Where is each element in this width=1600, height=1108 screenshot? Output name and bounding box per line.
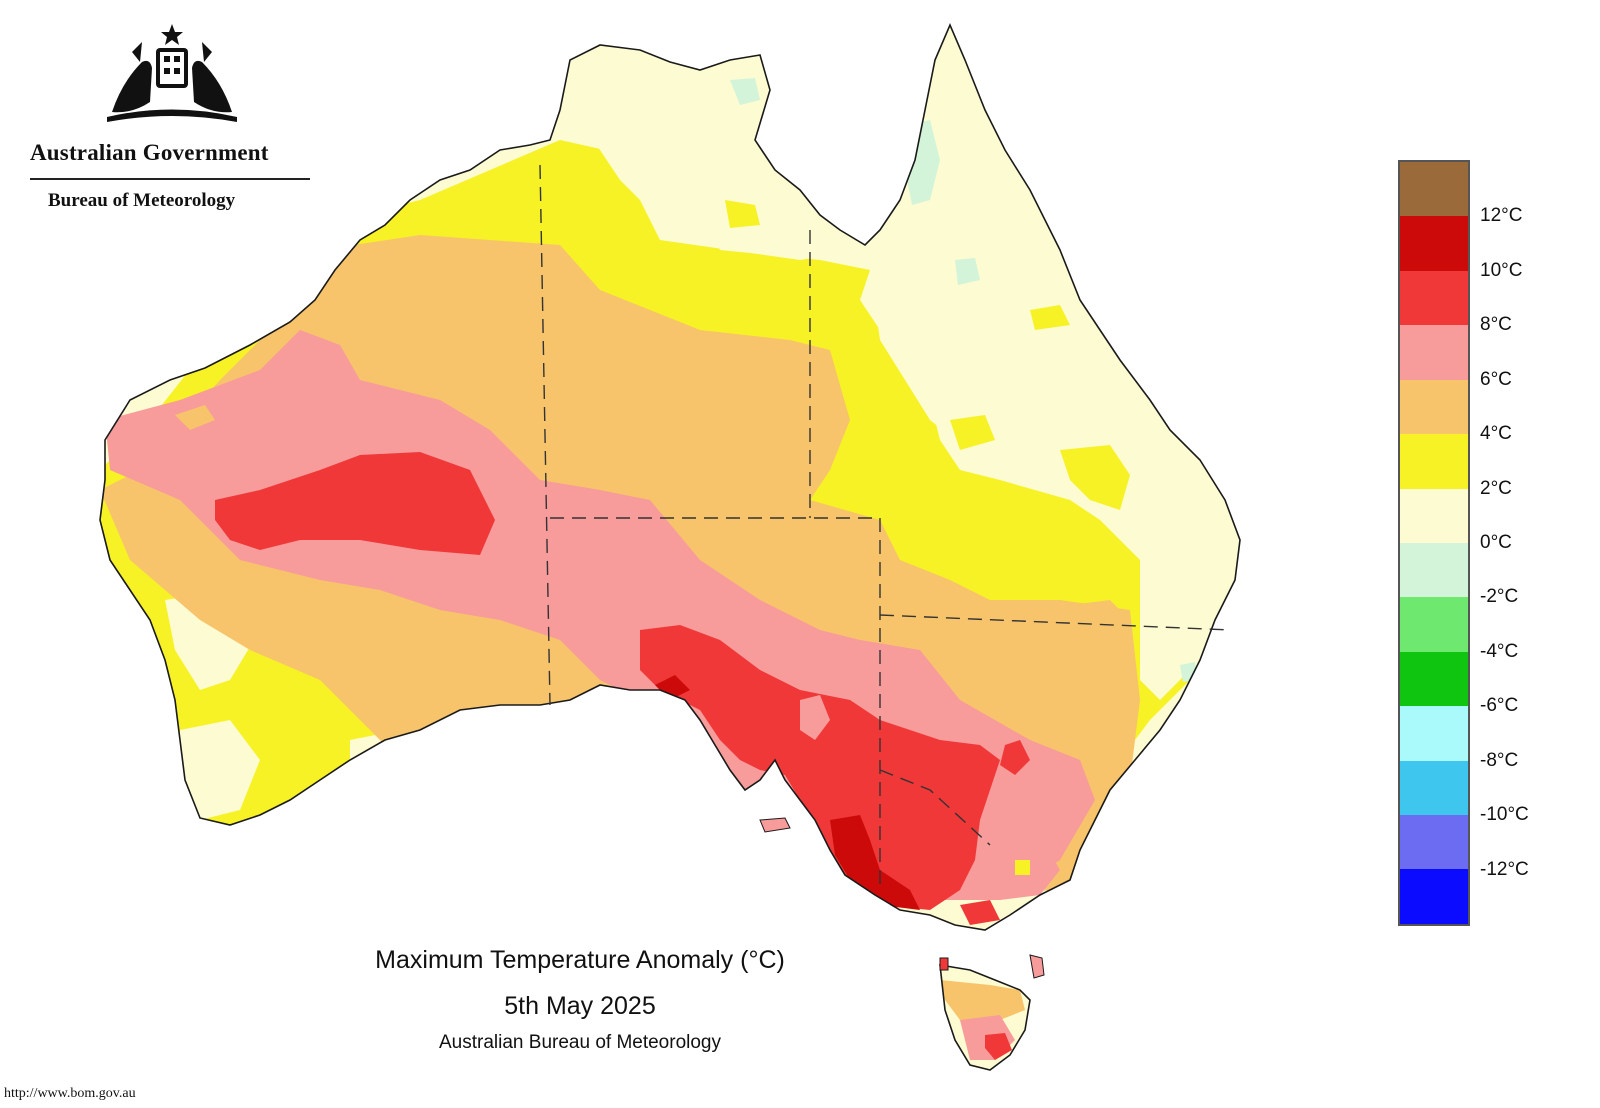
legend-swatch	[1400, 379, 1468, 435]
legend-swatch	[1400, 162, 1468, 217]
legend-swatch	[1400, 488, 1468, 543]
legend-tick-label: -2°C	[1480, 586, 1519, 608]
flinders-island	[1029, 954, 1045, 979]
legend-tick-label: -10°C	[1480, 804, 1529, 826]
source-url: http://www.bom.gov.au	[4, 1086, 136, 1101]
map-date: 5th May 2025	[504, 992, 656, 1020]
legend-tick-label: 12°C	[1480, 205, 1523, 227]
legend-swatch	[1400, 597, 1468, 652]
org-name: Australian Government	[30, 140, 269, 165]
legend-swatch	[1400, 651, 1468, 707]
org-subname: Bureau of Meteorology	[48, 190, 236, 211]
legend-tick-label: 8°C	[1480, 314, 1512, 336]
legend-swatch	[1400, 325, 1468, 380]
legend-swatch	[1400, 542, 1468, 598]
map-credit: Australian Bureau of Meteorology	[439, 1032, 721, 1053]
legend-tick-label: 6°C	[1480, 368, 1512, 390]
map-title: Maximum Temperature Anomaly (°C)	[375, 946, 785, 974]
color-legend	[1398, 160, 1470, 926]
king-island	[939, 957, 949, 971]
legend-swatch	[1400, 706, 1468, 761]
legend-swatch	[1400, 434, 1468, 489]
legend-tick-label: -6°C	[1480, 695, 1519, 717]
legend-tick-label: 0°C	[1480, 532, 1512, 553]
mainland-coastline	[99, 22, 1241, 931]
tasmania-coastline	[939, 964, 1031, 1071]
legend-tick-label: 2°C	[1480, 477, 1512, 499]
legend-swatch	[1400, 270, 1468, 326]
legend-swatch	[1400, 216, 1468, 271]
legend-tick-label: 4°C	[1480, 423, 1512, 445]
coat-of-arms-icon	[107, 24, 237, 122]
state-borders	[539, 164, 1231, 890]
legend-tick-label: 10°C	[1480, 259, 1523, 281]
legend-tick-label: -8°C	[1480, 749, 1519, 771]
kangaroo-island	[759, 817, 791, 833]
legend-swatch	[1400, 869, 1468, 924]
legend-swatch	[1400, 815, 1468, 870]
legend-tick-label: -12°C	[1480, 858, 1529, 880]
legend-tick-label: -4°C	[1480, 640, 1519, 662]
legend-tick-labels: 12°C 10°C 8°C 6°C 4°C 2°C 0°C -2°C -4°C -6°C -8°C -…	[1480, 160, 1590, 920]
legend-swatch	[1400, 760, 1468, 816]
org-divider	[30, 178, 310, 180]
